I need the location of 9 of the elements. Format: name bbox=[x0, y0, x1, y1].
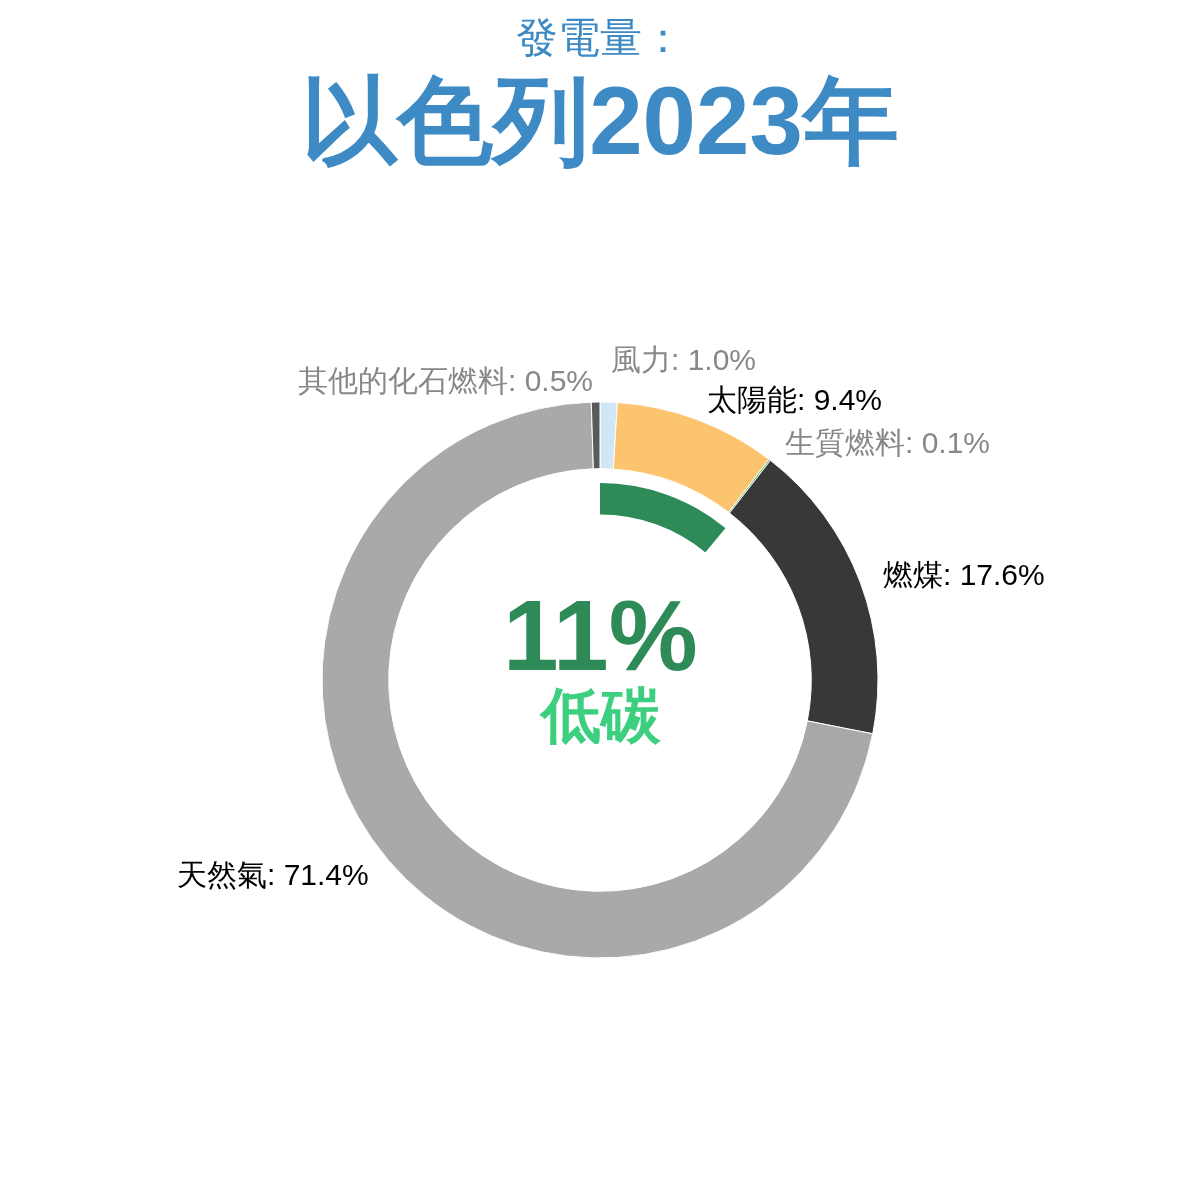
slice-label: 天然氣: 71.4% bbox=[177, 858, 369, 891]
chart-subtitle: 發電量： bbox=[516, 14, 684, 61]
slice-label: 其他的化石燃料: 0.5% bbox=[298, 364, 594, 397]
slice-label: 低碳 bbox=[539, 682, 662, 749]
slice-label: 太陽能: 9.4% bbox=[707, 383, 883, 416]
slice-label: 燃煤: 17.6% bbox=[883, 558, 1045, 591]
slice-label: 風力: 1.0% bbox=[611, 343, 757, 376]
chart-title: 以色列2023年 bbox=[301, 66, 899, 174]
slice-label: 生質燃料: 0.1% bbox=[785, 426, 991, 459]
